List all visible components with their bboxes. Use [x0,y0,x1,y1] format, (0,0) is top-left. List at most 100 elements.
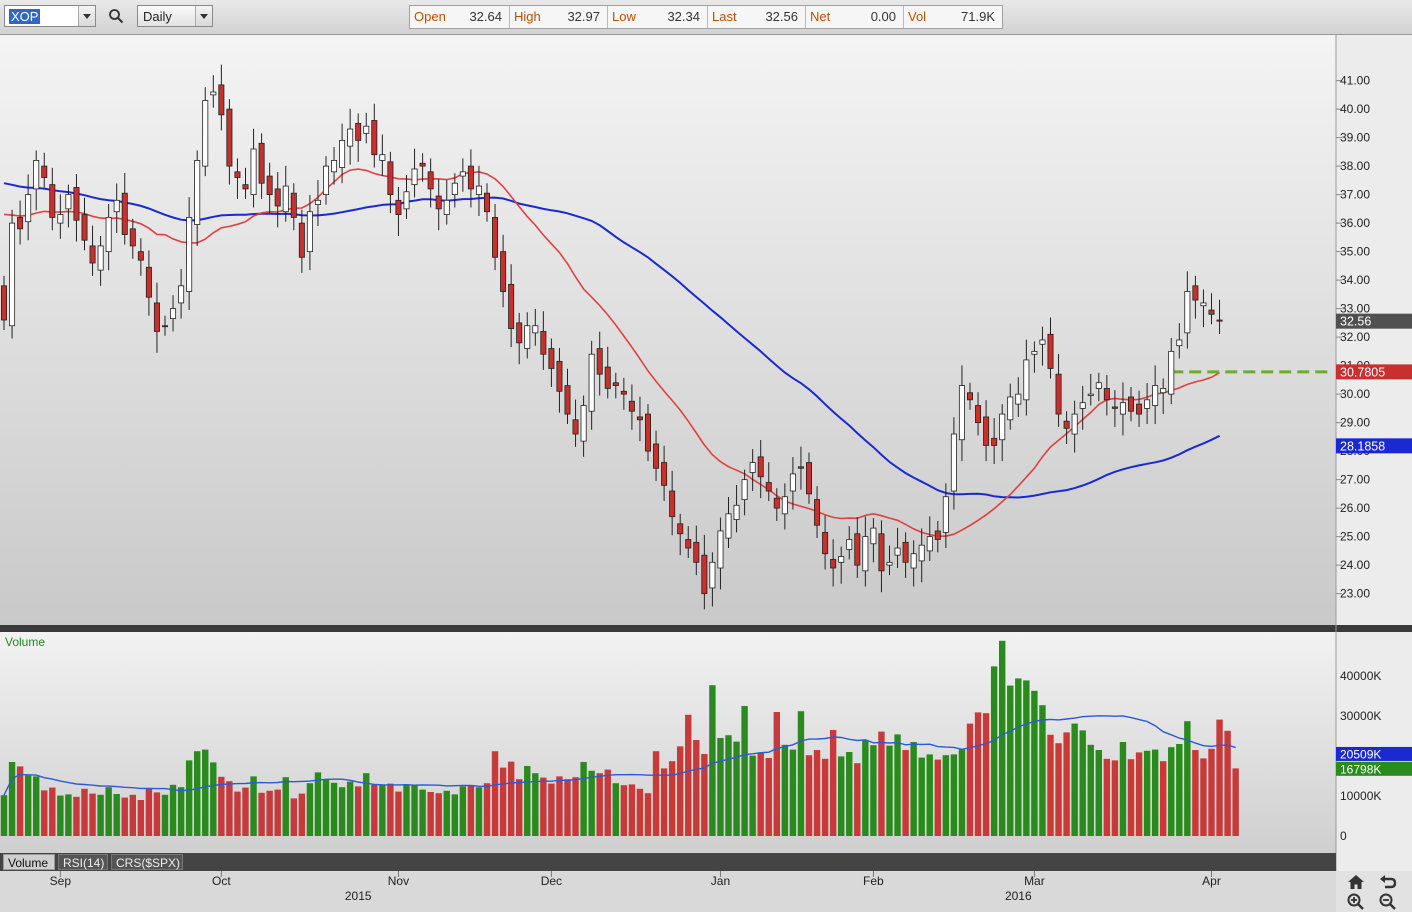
home-icon[interactable] [1346,872,1366,892]
candle-down [765,482,772,492]
price-tick-label: 34.00 [1340,273,1370,287]
volume-bar [942,755,950,836]
volume-bar [218,776,225,836]
undo-icon[interactable] [1378,872,1398,892]
volume-bar [1055,743,1062,836]
volume-bar [564,779,571,836]
volume-bar [701,754,708,836]
candle-up [403,191,410,210]
candle-down [902,541,909,563]
quote-volume: Vol 71.9K [908,9,995,24]
volume-bar [693,740,700,836]
candle-up [580,405,587,442]
candle-down [137,251,144,261]
zoom-out-icon[interactable] [1378,892,1398,912]
volume-bar [427,792,434,836]
volume-bar [974,712,982,836]
volume-bar [838,756,845,836]
volume-bar [113,794,120,836]
volume-bar [1079,730,1086,836]
volume-bar [757,752,764,836]
candle-down [500,251,507,292]
period-select[interactable]: Daily [137,5,213,27]
candle-down [355,122,362,141]
zoom-in-icon[interactable] [1346,892,1366,912]
volume-bar [266,790,273,836]
candle-up [838,556,845,563]
volume-bar [194,751,201,836]
volume-bar [121,797,128,836]
candle-up [846,539,853,550]
candle-up [950,433,957,492]
symbol-input[interactable]: XOP [4,5,96,27]
candle-up [781,496,788,515]
year-label: 2016 [1005,889,1032,903]
toolbar: XOP Daily Open 32.64 High 32.97 Low 32.34 L… [0,0,1412,35]
volume-bar [1039,705,1046,836]
volume-bar [604,769,611,836]
volume-bar [467,786,475,836]
candle-up [1095,382,1102,389]
volume-bar [177,787,185,836]
candle-down [878,533,885,572]
quote-bar: Open 32.64 High 32.97 Low 32.34 Last 32.56 N… [409,5,1003,29]
symbol-value[interactable]: XOP [9,9,41,24]
quote-net: Net 0.00 [806,6,904,28]
volume-bar [1151,749,1159,836]
candle-down [121,192,128,235]
volume-bar [685,714,692,836]
volume-tick-label: 0 [1340,829,1347,843]
volume-bar [185,760,193,836]
volume-bar [41,790,48,836]
candle-down [1128,396,1135,412]
volume-bar [918,757,925,836]
volume-bar [451,794,458,836]
period-dropdown-icon[interactable] [195,6,212,26]
candle-up [588,353,595,412]
tab-crs[interactable]: CRS($SPX) [111,854,183,870]
candle-up [1119,402,1126,415]
candle-up [1007,396,1014,421]
candle-up [1152,385,1159,406]
volume-bar [355,786,362,836]
candle-up [339,140,346,168]
volume-bar [419,789,426,836]
volume-bar [926,754,933,836]
search-icon[interactable] [108,8,124,24]
candle-down [653,443,660,469]
candle-down [89,245,96,264]
candle-down [773,497,780,509]
volume-bar [934,759,941,836]
candle-down [483,192,490,213]
candle-down [258,142,265,184]
volume-bar [870,745,877,836]
candle-down [701,554,708,595]
candle-up [1015,393,1022,405]
candle-down [636,416,643,421]
candle-up [709,561,716,589]
candle-down [41,165,48,178]
volume-bar [950,754,958,836]
price-tick-label: 35.00 [1340,245,1370,259]
volume-tick-label: 30000K [1340,709,1381,723]
candle-up [379,154,386,161]
volume-bar [483,783,491,836]
tab-rsi[interactable]: RSI(14) [58,854,108,870]
candle-down [669,490,676,518]
price-tick-label: 36.00 [1340,216,1370,230]
symbol-dropdown-icon[interactable] [78,6,95,26]
price-tick-label: 29.00 [1340,416,1370,430]
candle-down [604,366,611,389]
volume-bar [137,800,145,836]
indicator-tab-bar: Volume RSI(14) CRS($SPX) [0,853,1336,871]
volume-bar [202,749,209,836]
volume-bar [1184,721,1191,836]
volume-bar [298,793,306,836]
candle-up [113,199,120,213]
candle-down [661,462,668,486]
candle-down [806,462,813,495]
volume-tick-label: 10000K [1340,789,1381,803]
volume-bar [57,795,64,836]
tab-volume[interactable]: Volume [3,854,55,870]
